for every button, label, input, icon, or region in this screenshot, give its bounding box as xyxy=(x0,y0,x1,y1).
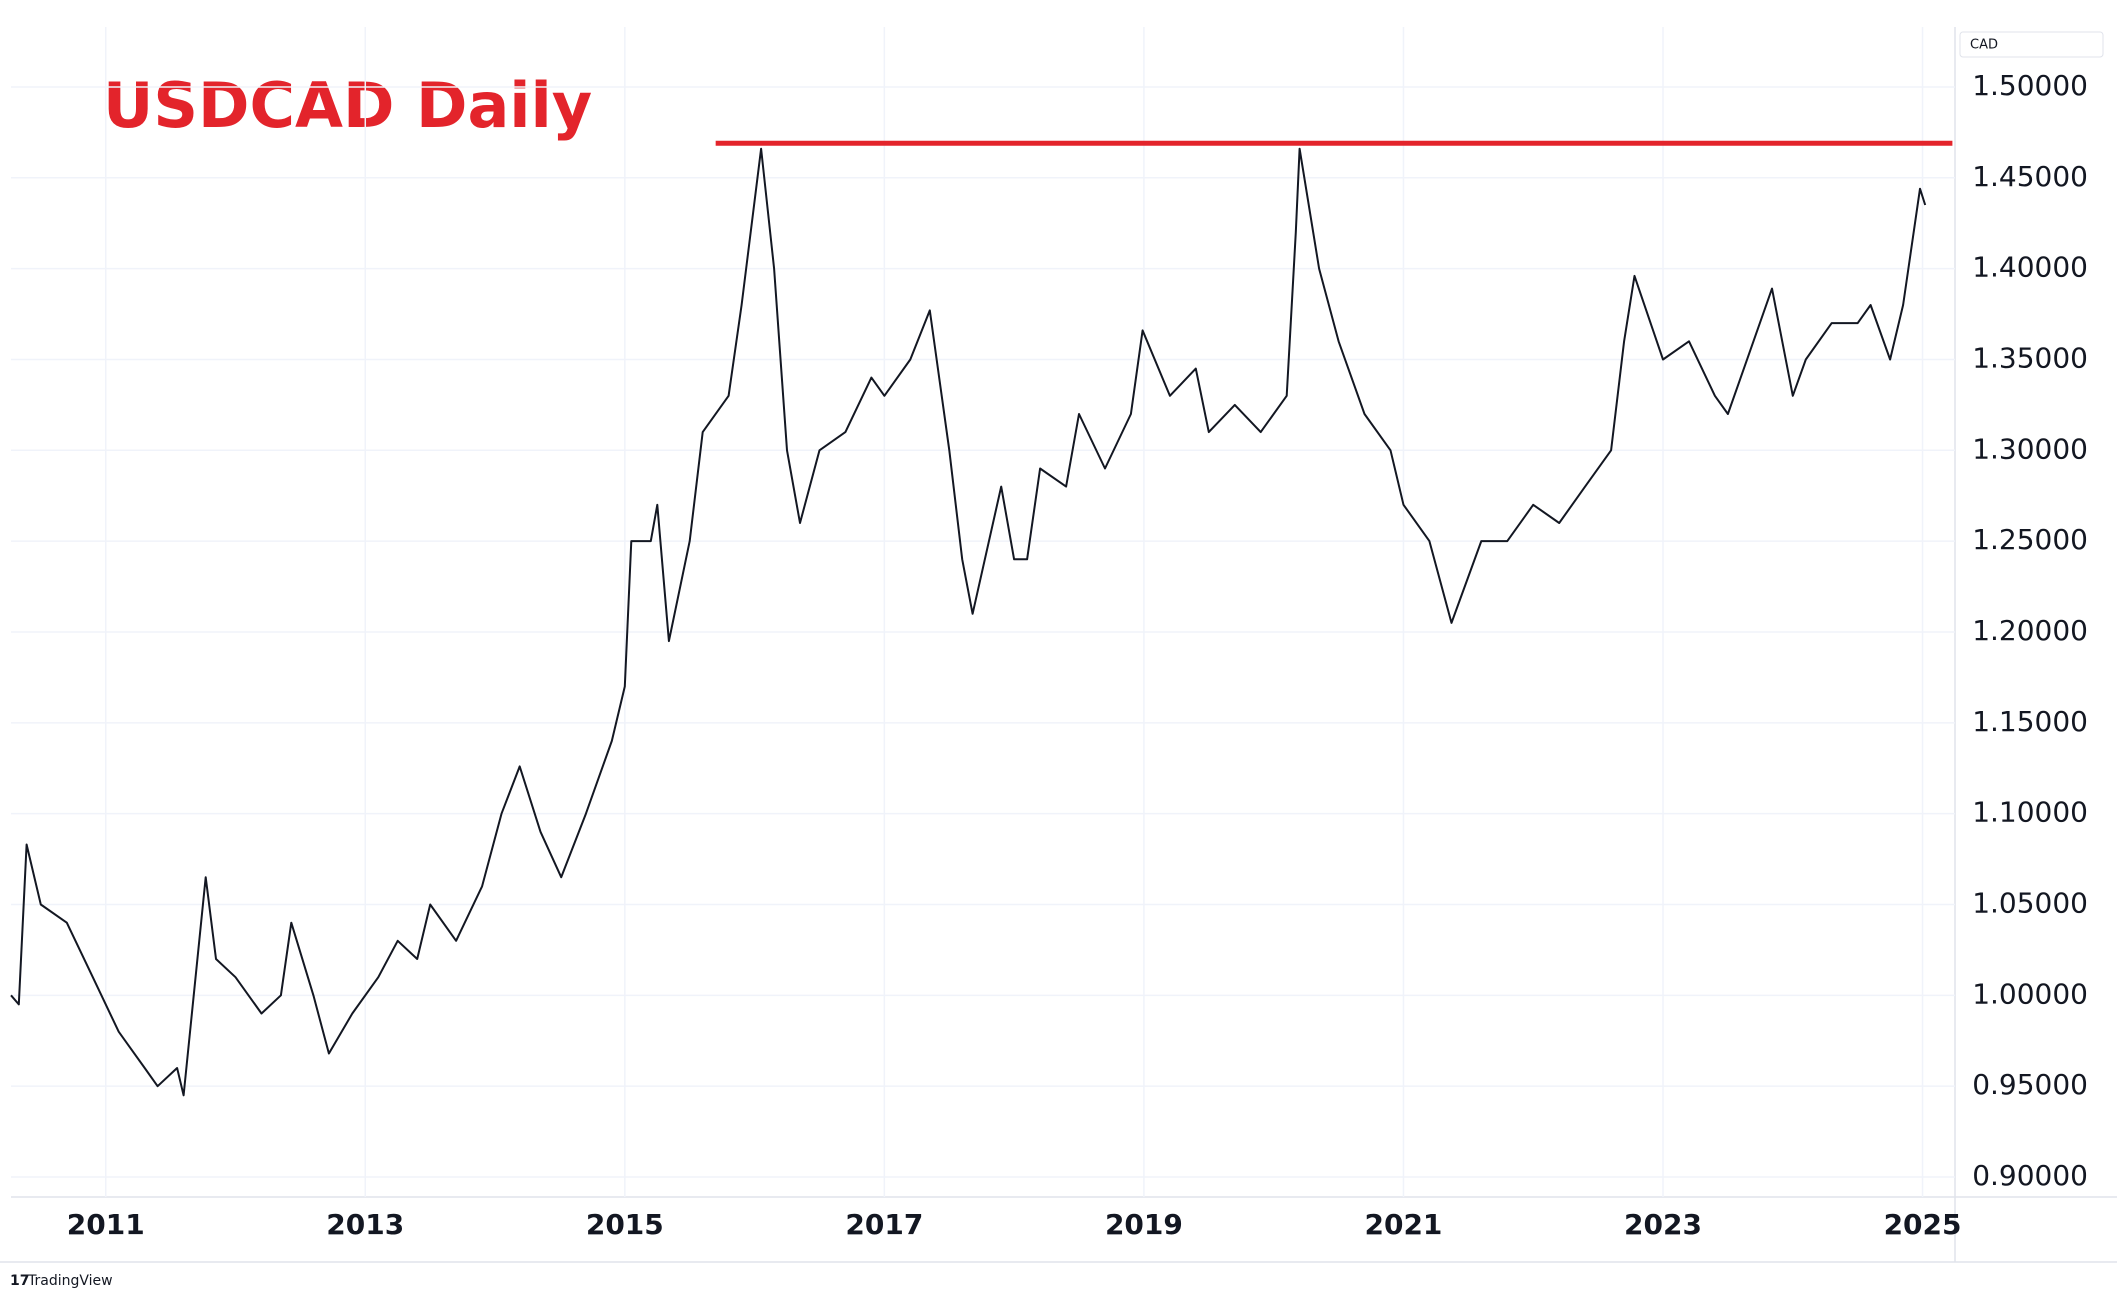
x-tick-label: 2025 xyxy=(1884,1208,1962,1241)
y-tick-label: 1.10000 xyxy=(1972,796,2088,829)
x-tick-label: 2013 xyxy=(326,1208,404,1241)
y-tick-label: 1.50000 xyxy=(1972,69,2088,102)
price-line xyxy=(10,147,1927,1097)
y-tick-label: 1.20000 xyxy=(1972,614,2088,647)
y-tick-label: 1.00000 xyxy=(1972,977,2088,1010)
y-tick-label: 1.35000 xyxy=(1972,341,2088,374)
x-tick-label: 2017 xyxy=(845,1208,923,1241)
x-tick-label: 2015 xyxy=(586,1208,664,1241)
y-tick-label: 0.95000 xyxy=(1972,1068,2088,1101)
y-tick-label: 1.25000 xyxy=(1972,523,2088,556)
chart-title: USDCAD Daily xyxy=(103,69,592,142)
y-tick-label: 1.40000 xyxy=(1972,251,2088,284)
y-tick-label: 1.45000 xyxy=(1972,160,2088,193)
x-tick-label: 2011 xyxy=(67,1208,145,1241)
y-tick-label: 1.15000 xyxy=(1972,705,2088,738)
y-tick-label: 1.05000 xyxy=(1972,887,2088,920)
x-tick-label: 2019 xyxy=(1105,1208,1183,1241)
y-tick-label: 0.90000 xyxy=(1972,1159,2088,1192)
currency-box xyxy=(1959,31,2104,58)
y-tick-label: 1.30000 xyxy=(1972,432,2088,465)
logo: 17 xyxy=(10,1273,29,1289)
currency-label: CAD xyxy=(1970,38,1998,53)
watermark: TradingView xyxy=(27,1273,113,1289)
x-tick-label: 2021 xyxy=(1364,1208,1442,1241)
x-tick-label: 2023 xyxy=(1624,1208,1702,1241)
